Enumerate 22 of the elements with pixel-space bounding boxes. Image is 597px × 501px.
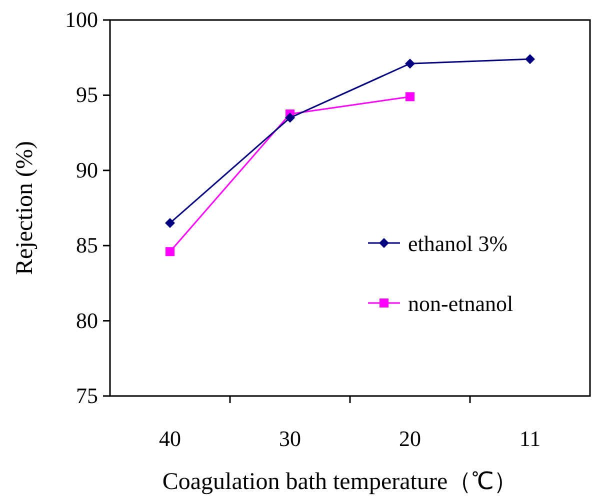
point bbox=[406, 92, 414, 102]
y-tick-label: 80 bbox=[76, 308, 98, 333]
x-tick-label: 11 bbox=[519, 426, 541, 451]
y-tick-label: 85 bbox=[76, 232, 98, 258]
x-axis-title: Coagulation bath temperature（℃） bbox=[162, 469, 518, 495]
x-tick-label: 20 bbox=[399, 426, 421, 451]
legend-item: ethanol 3% bbox=[368, 231, 508, 256]
y-tick-label: 95 bbox=[76, 82, 98, 108]
y-tick-label: 75 bbox=[76, 383, 98, 408]
y-tick-label: 90 bbox=[76, 157, 98, 182]
legend-label: non-etnanol bbox=[408, 291, 514, 316]
x-tick-label: 40 bbox=[159, 426, 181, 451]
point bbox=[525, 54, 535, 64]
point bbox=[285, 112, 295, 123]
legend-item: non-etnanol bbox=[368, 291, 514, 316]
legend-label: ethanol 3% bbox=[408, 231, 508, 256]
x-tick-label: 30 bbox=[279, 426, 301, 451]
point bbox=[165, 218, 175, 228]
y-tick-label: 100 bbox=[65, 7, 98, 32]
y-axis-title: Rejection (%) bbox=[12, 141, 38, 275]
point bbox=[405, 58, 415, 69]
point bbox=[166, 247, 174, 256]
